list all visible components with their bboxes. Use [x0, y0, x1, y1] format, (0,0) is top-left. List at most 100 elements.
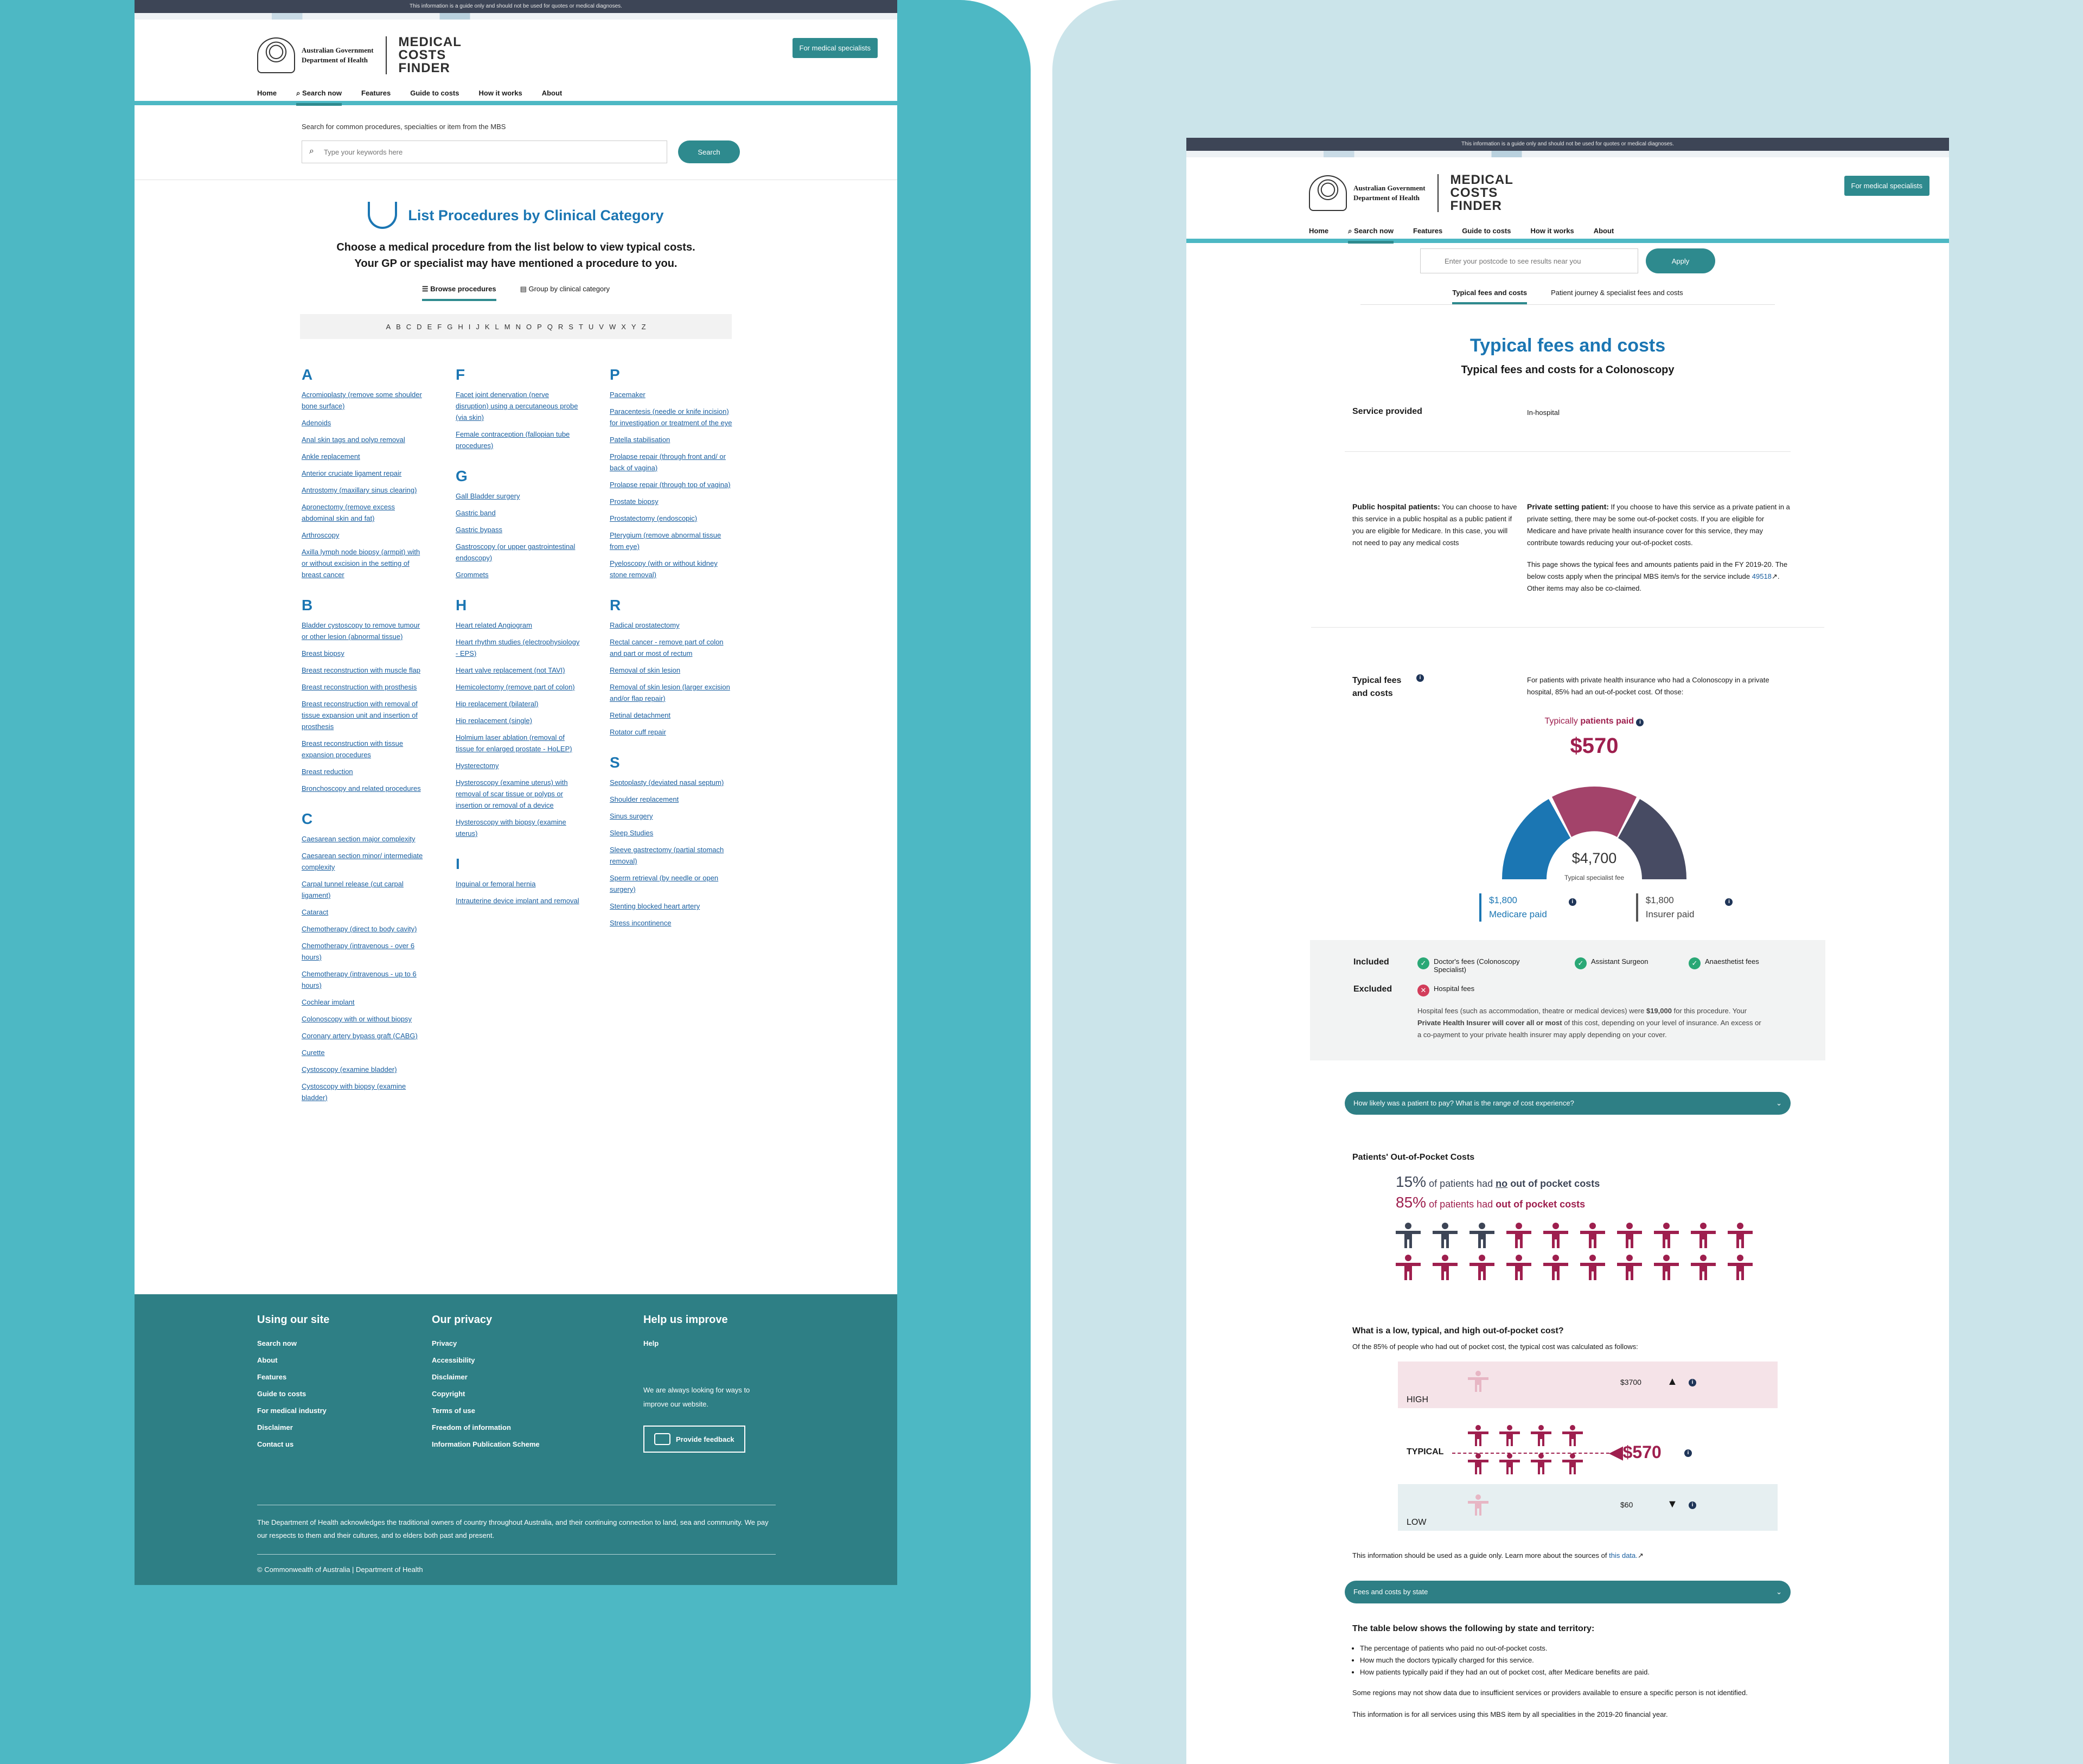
- procedure-link[interactable]: Cataract: [302, 908, 329, 916]
- alpha-letter[interactable]: X: [621, 322, 626, 331]
- procedure-link[interactable]: Septoplasty (deviated nasal septum): [610, 778, 724, 787]
- footer-link[interactable]: Contact us: [257, 1440, 294, 1448]
- search-input[interactable]: [302, 140, 667, 163]
- info-icon[interactable]: i: [1636, 719, 1644, 726]
- nav-home[interactable]: Home: [1309, 227, 1329, 235]
- footer-link[interactable]: Disclaimer: [257, 1423, 293, 1431]
- nav-search-now[interactable]: ⌕ Search now: [296, 89, 342, 106]
- info-icon[interactable]: i: [1725, 898, 1733, 906]
- alpha-letter[interactable]: G: [447, 322, 453, 331]
- procedure-link[interactable]: Breast reconstruction with prosthesis: [302, 683, 417, 691]
- procedure-link[interactable]: Anterior cruciate ligament repair: [302, 469, 402, 477]
- procedure-link[interactable]: Colonoscopy with or without biopsy: [302, 1015, 412, 1023]
- procedure-link[interactable]: Shoulder replacement: [610, 795, 679, 803]
- alpha-letter[interactable]: F: [437, 322, 442, 331]
- procedure-link[interactable]: Grommets: [456, 571, 489, 579]
- alpha-letter[interactable]: P: [537, 322, 542, 331]
- footer-link[interactable]: About: [257, 1356, 278, 1364]
- procedure-link[interactable]: Sleep Studies: [610, 829, 654, 837]
- procedure-link[interactable]: Sinus surgery: [610, 812, 653, 820]
- data-sources-link[interactable]: this data.: [1609, 1551, 1638, 1560]
- procedure-link[interactable]: Gastroscopy (or upper gastrointestinal e…: [456, 542, 576, 562]
- nav-about[interactable]: About: [541, 89, 563, 97]
- apply-button[interactable]: Apply: [1646, 248, 1715, 273]
- footer-link[interactable]: Disclaimer: [432, 1373, 468, 1381]
- alpha-letter[interactable]: U: [588, 322, 594, 331]
- procedure-link[interactable]: Pacemaker: [610, 391, 646, 399]
- procedure-link[interactable]: Female contraception (fallopian tube pro…: [456, 430, 570, 450]
- medical-specialists-button[interactable]: For medical specialists: [792, 38, 878, 58]
- accordion-fees-by-state[interactable]: Fees and costs by state ⌄: [1345, 1581, 1791, 1603]
- procedure-link[interactable]: Hysteroscopy (examine uterus) with remov…: [456, 778, 568, 809]
- alpha-letter[interactable]: Z: [641, 322, 646, 331]
- nav-guide[interactable]: Guide to costs: [410, 89, 459, 97]
- procedure-link[interactable]: Gall Bladder surgery: [456, 492, 520, 500]
- procedure-link[interactable]: Prolapse repair (through top of vagina): [610, 481, 731, 489]
- procedure-link[interactable]: Antrostomy (maxillary sinus clearing): [302, 486, 417, 494]
- alpha-letter[interactable]: N: [515, 322, 521, 331]
- procedure-link[interactable]: Hysteroscopy with biopsy (examine uterus…: [456, 818, 566, 838]
- alpha-letter[interactable]: K: [484, 322, 490, 331]
- alpha-letter[interactable]: I: [468, 322, 471, 331]
- alpha-letter[interactable]: E: [427, 322, 432, 331]
- procedure-link[interactable]: Sperm retrieval (by needle or open surge…: [610, 874, 719, 893]
- procedure-link[interactable]: Stenting blocked heart artery: [610, 902, 700, 910]
- procedure-link[interactable]: Heart valve replacement (not TAVI): [456, 666, 565, 674]
- procedure-link[interactable]: Heart rhythm studies (electrophysiology …: [456, 638, 580, 657]
- alpha-letter[interactable]: H: [458, 322, 463, 331]
- footer-link[interactable]: Terms of use: [432, 1407, 475, 1415]
- gov-logo-right[interactable]: Australian Government Department of Healt…: [1309, 174, 1513, 213]
- procedure-link[interactable]: Breast reconstruction with muscle flap: [302, 666, 420, 674]
- procedure-link[interactable]: Paracentesis (needle or knife incision) …: [610, 407, 732, 427]
- gov-logo[interactable]: Australian Government Department of Healt…: [257, 36, 462, 75]
- procedure-link[interactable]: Coronary artery bypass graft (CABG): [302, 1032, 418, 1040]
- procedure-link[interactable]: Intrauterine device implant and removal: [456, 897, 579, 905]
- procedure-link[interactable]: Chemotherapy (intravenous - up to 6 hour…: [302, 970, 417, 989]
- info-icon[interactable]: i: [1689, 1379, 1696, 1386]
- alpha-letter[interactable]: W: [609, 322, 616, 331]
- info-icon[interactable]: i: [1684, 1449, 1692, 1457]
- procedure-link[interactable]: Chemotherapy (intravenous - over 6 hours…: [302, 942, 415, 961]
- footer-link[interactable]: Freedom of information: [432, 1423, 511, 1431]
- footer-link[interactable]: Accessibility: [432, 1356, 475, 1364]
- procedure-link[interactable]: Arthroscopy: [302, 531, 340, 539]
- info-icon[interactable]: i: [1416, 674, 1424, 682]
- procedure-link[interactable]: Ankle replacement: [302, 452, 360, 461]
- procedure-link[interactable]: Patella stabilisation: [610, 436, 670, 444]
- search-button[interactable]: Search: [678, 140, 740, 163]
- procedure-link[interactable]: Retinal detachment: [610, 711, 671, 719]
- footer-link[interactable]: Copyright: [432, 1390, 465, 1398]
- footer-link[interactable]: For medical industry: [257, 1407, 327, 1415]
- nav-home[interactable]: Home: [257, 89, 277, 97]
- procedure-link[interactable]: Anal skin tags and polyp removal: [302, 436, 405, 444]
- procedure-link[interactable]: Breast reconstruction with tissue expans…: [302, 739, 404, 759]
- procedure-link[interactable]: Adenoids: [302, 419, 331, 427]
- procedure-link[interactable]: Heart related Angiogram: [456, 621, 532, 629]
- info-icon[interactable]: i: [1568, 898, 1576, 906]
- tab-browse-procedures[interactable]: ☰ Browse procedures: [421, 285, 496, 301]
- procedure-link[interactable]: Prostate biopsy: [610, 497, 659, 506]
- footer-link[interactable]: Guide to costs: [257, 1390, 306, 1398]
- nav-guide[interactable]: Guide to costs: [1462, 227, 1511, 235]
- medical-specialists-button-right[interactable]: For medical specialists: [1844, 176, 1929, 196]
- nav-how[interactable]: How it works: [478, 89, 522, 97]
- alpha-letter[interactable]: D: [417, 322, 422, 331]
- procedure-link[interactable]: Carpal tunnel release (cut carpal ligame…: [302, 880, 404, 899]
- procedure-link[interactable]: Pterygium (remove abnormal tissue from e…: [610, 531, 721, 551]
- procedure-link[interactable]: Breast biopsy: [302, 649, 344, 657]
- procedure-link[interactable]: Hemicolectomy (remove part of colon): [456, 683, 575, 691]
- procedure-link[interactable]: Rotator cuff repair: [610, 728, 666, 736]
- procedure-link[interactable]: Apronectomy (remove excess abdominal ski…: [302, 503, 395, 522]
- alpha-letter[interactable]: L: [495, 322, 499, 331]
- alpha-letter[interactable]: A: [386, 322, 391, 331]
- nav-features[interactable]: Features: [361, 89, 391, 97]
- procedure-link[interactable]: Gastric band: [456, 509, 496, 517]
- procedure-link[interactable]: Holmium laser ablation (removal of tissu…: [456, 733, 572, 753]
- procedure-link[interactable]: Bronchoscopy and related procedures: [302, 784, 421, 792]
- procedure-link[interactable]: Rectal cancer - remove part of colon and…: [610, 638, 724, 657]
- procedure-link[interactable]: Cystoscopy with biopsy (examine bladder): [302, 1082, 406, 1102]
- procedure-link[interactable]: Breast reconstruction with removal of ti…: [302, 700, 418, 731]
- procedure-link[interactable]: Cystoscopy (examine bladder): [302, 1065, 397, 1073]
- alpha-letter[interactable]: T: [578, 322, 583, 331]
- alpha-letter[interactable]: O: [526, 322, 532, 331]
